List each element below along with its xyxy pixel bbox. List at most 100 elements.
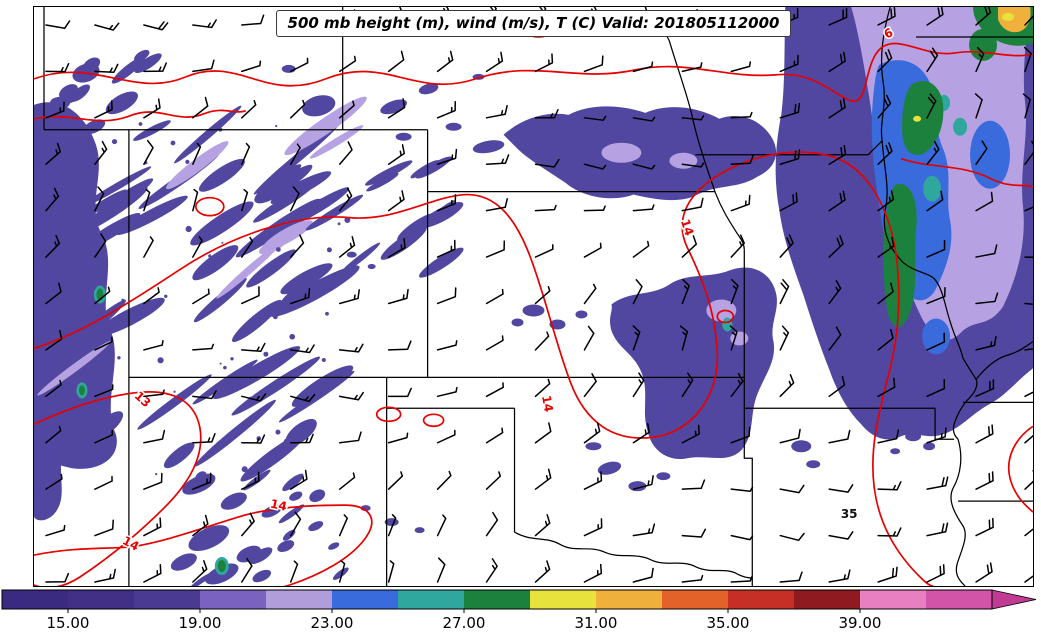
wind-barb (974, 93, 983, 119)
streak (338, 242, 381, 276)
wind-barb (387, 238, 406, 258)
wind-barb (632, 422, 650, 444)
wind-barb (485, 288, 504, 305)
streak (231, 299, 282, 342)
wind-barb (387, 288, 409, 305)
wind-barb (1024, 467, 1033, 490)
wind-barb (289, 99, 306, 119)
wind-barb (975, 379, 995, 398)
speckle (101, 230, 108, 237)
streak (212, 346, 301, 400)
wind-barb (926, 522, 949, 537)
wind-barb (94, 384, 114, 398)
wind-barb (828, 51, 846, 73)
wind-barb (975, 471, 994, 490)
wind-barb (730, 576, 753, 583)
speckle (85, 440, 89, 444)
wind-barb (192, 433, 216, 444)
streak (280, 263, 333, 295)
wind-barb (828, 326, 842, 351)
contour-label: 14 (120, 533, 141, 553)
wind-barb (143, 339, 164, 351)
streak (410, 160, 439, 179)
wind-barb (45, 329, 63, 351)
speckle (338, 377, 344, 383)
wind-barb (583, 563, 603, 583)
wind-barb (338, 187, 353, 212)
wind-barb (94, 568, 116, 583)
wind-barb (94, 22, 120, 31)
wind-barb (681, 479, 706, 490)
speckle (241, 466, 248, 473)
wind-barb (632, 204, 655, 212)
speckle (46, 219, 49, 222)
streak (111, 56, 146, 84)
colorbar-segment (728, 590, 795, 609)
colorbar-segment (134, 590, 201, 609)
streak (240, 431, 307, 482)
wind-barb (877, 282, 894, 305)
wind-barb (45, 473, 63, 490)
wind-barb (45, 524, 66, 537)
wind-barb (730, 534, 754, 541)
wind-barb (436, 340, 458, 351)
streak (193, 277, 247, 323)
wind-barb (975, 517, 994, 537)
colorbar-segment (530, 590, 597, 609)
wind-barb (45, 142, 61, 165)
wind-barb (387, 560, 395, 583)
wind-barb (436, 148, 458, 165)
wind-barb (143, 429, 166, 444)
streak (75, 189, 127, 222)
wind-barb (387, 190, 405, 212)
speckle (276, 260, 280, 264)
wind-barb (485, 382, 504, 398)
colorbar-arrow (991, 589, 1037, 610)
wind-barb (485, 335, 504, 351)
wind-barb (192, 236, 203, 258)
wind-barb (730, 372, 744, 398)
wind-barb (534, 468, 552, 490)
wind-barb (779, 192, 798, 212)
streak (288, 187, 350, 226)
streak (270, 171, 332, 204)
streak (365, 160, 413, 186)
wind-barb (192, 390, 217, 400)
speckle (325, 311, 329, 316)
wind-barb (632, 116, 656, 122)
wind-barb (926, 140, 940, 165)
plot-title-text: 500 mb height (m), wind (m/s), T (C) Val… (287, 14, 780, 32)
wind-barb (485, 198, 509, 212)
wind-barb (436, 557, 446, 583)
wind-barb (926, 476, 949, 490)
wind-barb (926, 190, 944, 212)
wind-barb (975, 140, 988, 165)
speckle (42, 203, 47, 208)
wind-barb (387, 144, 405, 165)
wind-barb (192, 59, 215, 73)
wind-barb (681, 197, 704, 212)
wind-barb (828, 235, 844, 258)
wind-barb (485, 427, 504, 444)
wind-barb (583, 422, 601, 444)
wind-barb (94, 336, 113, 351)
streak (34, 229, 92, 291)
wind-barb (828, 190, 846, 212)
wind-barb (681, 115, 705, 121)
wind-barb (730, 278, 739, 305)
wind-barb (877, 236, 895, 258)
streak (366, 172, 399, 192)
wind-barb (779, 54, 799, 73)
colorbar-tick-label: 39.00 (839, 614, 882, 632)
wind-barb (94, 519, 114, 537)
streak (419, 247, 464, 278)
shaded-field (34, 7, 1033, 586)
wind-barb (730, 234, 745, 258)
colorbar-tick-label: 31.00 (575, 614, 618, 632)
streak (309, 489, 326, 503)
speckle (170, 140, 176, 146)
wind-barb (681, 62, 703, 73)
contour-label: 14 (539, 394, 556, 413)
wind-barb (632, 163, 656, 170)
